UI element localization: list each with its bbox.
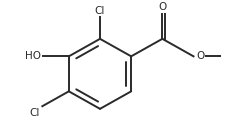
Text: Cl: Cl: [94, 6, 105, 15]
Text: HO: HO: [25, 51, 41, 61]
Text: O: O: [158, 2, 166, 12]
Text: O: O: [196, 51, 204, 61]
Text: Cl: Cl: [29, 108, 39, 118]
